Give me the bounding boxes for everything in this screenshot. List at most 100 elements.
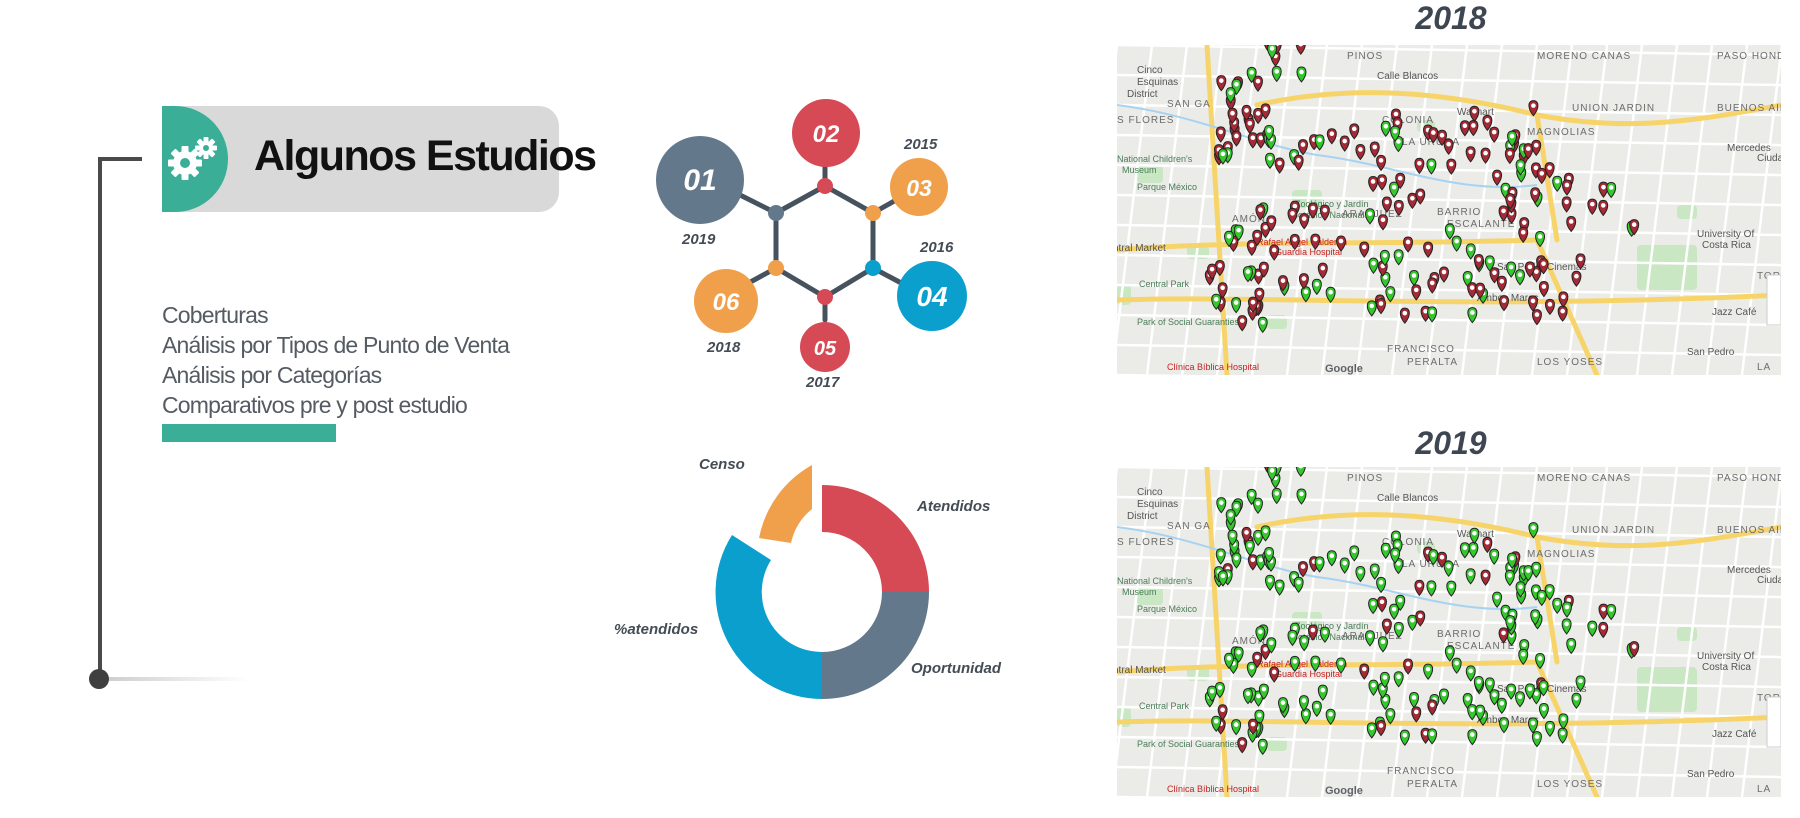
map-marker bbox=[1246, 661, 1257, 678]
map-marker bbox=[1538, 680, 1549, 697]
map-marker bbox=[1407, 614, 1418, 632]
map-marker bbox=[1289, 655, 1300, 673]
map-2019[interactable]: PINOS MORENO CANAS PASO HOND Calle Blancos C… bbox=[1117, 467, 1781, 797]
map-marker bbox=[1498, 717, 1509, 734]
map-label: COLONIA bbox=[1382, 537, 1434, 548]
map-marker bbox=[1444, 645, 1455, 662]
donut-label-atendidos: Atendidos bbox=[917, 498, 991, 515]
map-marker bbox=[1423, 241, 1434, 258]
map-marker bbox=[1311, 278, 1322, 296]
map-marker bbox=[1336, 657, 1346, 674]
map-marker bbox=[1295, 467, 1306, 477]
map-label: Clínica Bíblica Hospital bbox=[1167, 784, 1259, 794]
svg-text:01: 01 bbox=[683, 164, 716, 197]
map-marker bbox=[1274, 579, 1285, 596]
map-label: Botánico Nacional... bbox=[1292, 210, 1372, 220]
map-marker bbox=[1538, 258, 1549, 275]
map-marker bbox=[1489, 267, 1500, 284]
map-marker bbox=[1310, 233, 1321, 250]
map-marker bbox=[1492, 169, 1503, 186]
map-marker bbox=[1507, 130, 1518, 147]
timeline-end-dot bbox=[89, 669, 109, 689]
map-marker bbox=[1538, 281, 1549, 298]
map-label: LOS YOSES bbox=[1537, 779, 1603, 790]
map-marker bbox=[1498, 627, 1509, 644]
map-label: San Pedro bbox=[1687, 769, 1735, 780]
map-label: MORENO CANAS bbox=[1537, 51, 1631, 62]
map-marker bbox=[1253, 529, 1264, 547]
map-marker bbox=[1246, 239, 1257, 256]
map-marker bbox=[1314, 134, 1325, 151]
map-marker bbox=[1552, 597, 1563, 614]
map-label: Central Park bbox=[1139, 279, 1190, 289]
map-marker bbox=[1566, 637, 1577, 655]
map-marker bbox=[1257, 738, 1268, 756]
map-marker bbox=[1299, 213, 1310, 230]
map-marker bbox=[1571, 692, 1582, 709]
map-marker bbox=[1224, 652, 1234, 670]
map-marker bbox=[1377, 174, 1388, 191]
map-marker bbox=[1253, 107, 1264, 125]
map-marker bbox=[1231, 719, 1242, 736]
map-label: BARRIO bbox=[1437, 207, 1481, 218]
list-item: Coberturas bbox=[162, 302, 269, 328]
timeline-fade bbox=[109, 677, 249, 681]
map-2018[interactable]: PINOS MORENO CANAS PASO HOND Calle Blancos C… bbox=[1117, 45, 1781, 375]
map-marker bbox=[1469, 105, 1480, 123]
map-marker bbox=[1514, 691, 1525, 708]
map-marker bbox=[1523, 143, 1534, 160]
map-label: PERALTA bbox=[1407, 357, 1458, 368]
map-marker bbox=[1436, 129, 1447, 146]
svg-text:04: 04 bbox=[916, 281, 948, 312]
map-marker bbox=[1498, 295, 1509, 312]
map-marker bbox=[1496, 697, 1507, 715]
map-marker bbox=[1443, 560, 1454, 577]
map-marker bbox=[1349, 545, 1360, 562]
map-marker bbox=[1390, 547, 1401, 564]
donut-label-atendidos-pct: %atendidos bbox=[614, 621, 699, 638]
map-label: Park of Social Guaranties bbox=[1137, 317, 1240, 327]
map-label: MAGNOLIAS bbox=[1527, 549, 1595, 560]
map-marker bbox=[1561, 618, 1572, 635]
map-marker bbox=[1307, 624, 1318, 641]
donut-segment-atendidos-pct bbox=[715, 535, 822, 699]
hex-node-04: 04 bbox=[897, 261, 967, 331]
map-marker bbox=[1287, 629, 1298, 647]
map-marker bbox=[1255, 204, 1266, 221]
map-marker bbox=[1571, 270, 1582, 287]
map-marker bbox=[1514, 269, 1525, 286]
hex-node-02: 02 bbox=[792, 99, 860, 167]
map-marker bbox=[1506, 261, 1517, 278]
map-marker bbox=[1411, 284, 1422, 301]
map-marker bbox=[1252, 497, 1263, 514]
map-marker bbox=[1414, 157, 1425, 175]
map-label: ESCALANTE bbox=[1447, 641, 1515, 652]
map-marker bbox=[1561, 196, 1572, 213]
map-marker bbox=[1544, 298, 1555, 316]
map-label: District bbox=[1127, 89, 1158, 100]
map-marker bbox=[1518, 648, 1529, 666]
map-label: San Pedro bbox=[1687, 347, 1735, 358]
map-marker bbox=[1376, 298, 1386, 315]
map-marker bbox=[1217, 570, 1228, 587]
map-marker bbox=[1459, 120, 1470, 137]
map-marker bbox=[1314, 556, 1325, 573]
map-marker bbox=[1376, 154, 1387, 172]
map-marker bbox=[1403, 236, 1414, 253]
map-label: Museum bbox=[1122, 587, 1157, 597]
map-marker bbox=[1475, 282, 1486, 299]
map-label: BUENOS AIRES bbox=[1717, 525, 1781, 536]
map-marker bbox=[1317, 262, 1328, 279]
map-marker bbox=[1393, 199, 1404, 217]
map-marker bbox=[1252, 651, 1263, 669]
map-marker bbox=[1274, 157, 1285, 174]
map-marker bbox=[1505, 615, 1516, 632]
map-marker bbox=[1465, 568, 1476, 585]
map-label: Jazz Café bbox=[1712, 307, 1757, 318]
map-marker bbox=[1446, 580, 1457, 597]
map-marker bbox=[1558, 291, 1569, 308]
map-marker bbox=[1260, 525, 1271, 542]
map-label: District bbox=[1127, 511, 1158, 522]
map-marker bbox=[1376, 576, 1387, 594]
map-marker bbox=[1369, 141, 1380, 158]
